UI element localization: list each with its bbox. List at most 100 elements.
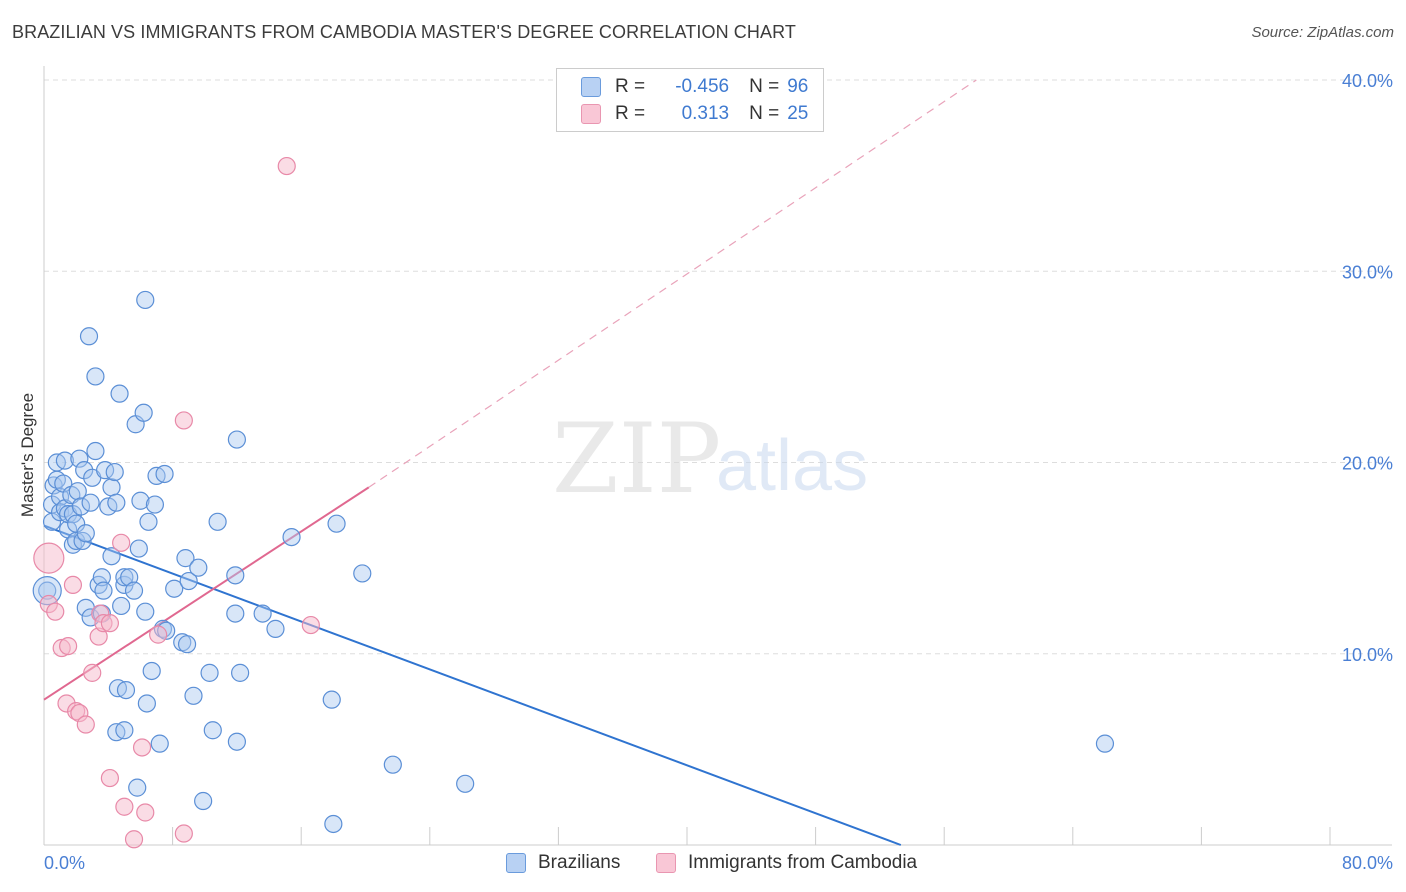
data-point-brazilians [79,327,99,346]
data-point-brazilians [353,564,372,583]
legend-n-value: 96 [787,76,809,97]
data-point-brazilians [107,493,126,512]
data-point-brazilians [67,514,86,533]
data-point-brazilians [116,680,136,700]
bottom-legend-label: Immigrants from Cambodia [688,852,918,873]
data-point-brazilians [110,384,129,403]
y-tick-label: 20.0% [1342,454,1393,474]
data-point-brazilians [81,493,100,512]
data-point-cambodia [83,663,102,682]
legend-row-brazilians: R = -0.456 N = 96 [581,75,808,99]
data-point-cambodia [174,824,193,843]
data-point-brazilians [128,778,147,797]
tick-labels: 10.0% 20.0% 30.0% 40.0% 0.0% 80.0% [44,71,1393,873]
y-tick-label: 40.0% [1342,71,1393,91]
series-cambodia [33,156,320,849]
data-point-brazilians [86,367,105,386]
data-point-brazilians [136,602,155,621]
bottom-swatch-blue [506,853,526,873]
legend-row-cambodia: R = 0.313 N = 25 [581,102,808,126]
bottom-legend-brazilians: Brazilians [506,852,620,874]
data-point-brazilians [136,290,155,310]
chart-title: BRAZILIAN VS IMMIGRANTS FROM CAMBODIA MA… [12,22,796,42]
data-point-brazilians [71,497,91,516]
data-point-cambodia [149,625,168,644]
data-point-cambodia [277,156,296,176]
data-point-brazilians [194,791,213,811]
data-point-brazilians [155,464,174,484]
data-point-brazilians [112,596,131,616]
legend-r-label: R = [615,76,646,97]
data-point-brazilians [456,774,475,793]
data-point-brazilians [86,441,105,461]
y-tick-label: 10.0% [1342,645,1393,665]
trend-line-cambodia-extension [368,79,977,488]
data-point-brazilians [176,549,195,568]
data-point-brazilians [1095,734,1115,753]
data-point-brazilians [189,558,208,577]
data-point-brazilians [253,604,272,623]
data-point-brazilians [226,604,245,623]
data-point-brazilians [227,430,246,449]
data-point-brazilians [102,478,121,497]
data-point-cambodia [63,575,83,595]
source-credit: Source: ZipAtlas.com [1251,24,1394,41]
data-point-cambodia [115,797,134,816]
data-point-brazilians [115,721,134,740]
trend-line-brazilians [43,524,902,846]
data-point-brazilians [124,581,144,600]
data-point-brazilians [137,694,156,713]
data-point-brazilians [322,690,341,709]
data-point-brazilians [227,732,246,751]
data-point-brazilians [165,579,184,598]
legend-r-label: R = [615,103,646,124]
data-point-brazilians [184,686,203,705]
data-point-brazilians [115,568,134,587]
axes [43,66,1392,846]
legend-swatch-pink [581,104,601,124]
data-point-cambodia [112,533,131,552]
data-point-brazilians [131,491,150,510]
data-point-brazilians [55,451,74,470]
data-point-brazilians [134,403,153,422]
data-point-brazilians [68,482,87,501]
bottom-legend-cambodia: Immigrants from Cambodia [656,852,917,874]
legend-n-value: 25 [787,103,809,124]
data-point-brazilians [150,734,169,753]
data-point-cambodia [124,830,144,849]
data-point-brazilians [203,721,222,740]
data-point-brazilians [266,619,285,638]
data-point-cambodia [174,411,193,430]
data-point-cambodia [46,602,65,621]
data-point-brazilians [177,635,197,654]
legend-n-label: N = [749,76,780,97]
y-axis-title: Master's Degree [18,393,37,517]
data-point-cambodia [76,715,95,734]
x-tick-label: 0.0% [44,853,85,873]
data-point-brazilians [282,527,301,547]
bottom-swatch-pink [656,853,676,873]
data-point-brazilians [139,512,158,531]
data-point-cambodia [100,768,120,788]
trend-lines [43,79,977,846]
watermark-atlas: atlas [716,426,868,506]
watermark-zip: ZIP [552,403,721,515]
data-point-brazilians [200,663,219,682]
data-point-brazilians [327,514,346,533]
data-point-cambodia [59,636,78,656]
x-tick-label: 80.0% [1342,853,1393,873]
data-point-brazilians [105,462,124,482]
data-point-brazilians [50,487,70,507]
legend-r-value: 0.313 [681,103,730,124]
data-point-brazilians [383,755,402,774]
data-point-brazilians [179,571,198,591]
data-point-brazilians [70,449,89,468]
legend-swatch-blue [581,77,601,97]
watermark: ZIP atlas [552,403,868,515]
bottom-legend-label: Brazilians [538,852,621,873]
data-point-brazilians [145,495,165,514]
data-point-brazilians [142,661,161,681]
data-point-cambodia [301,615,320,635]
y-tick-label: 30.0% [1342,262,1393,282]
